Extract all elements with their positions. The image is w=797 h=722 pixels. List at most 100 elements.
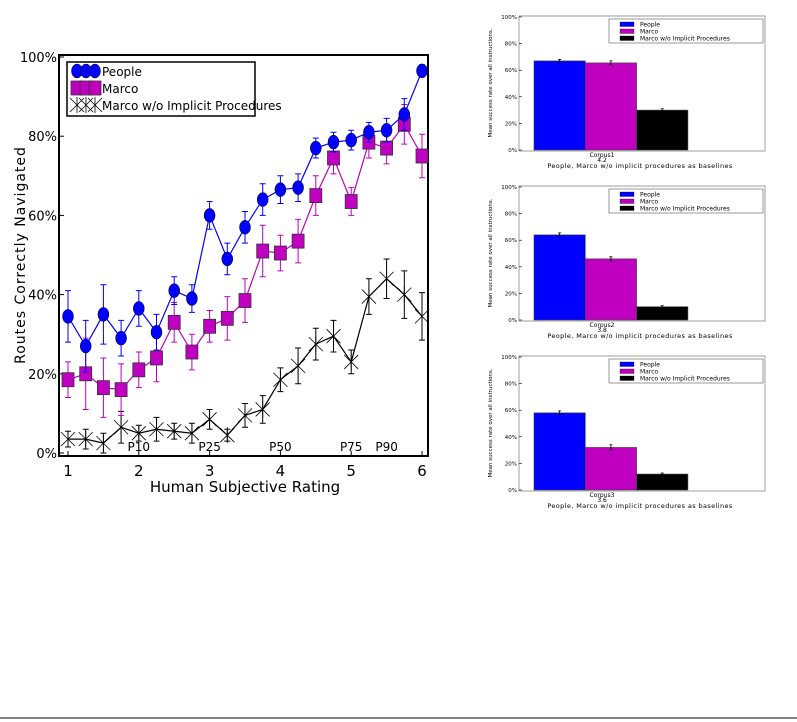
legend-box (608, 358, 764, 384)
percentile-annotation: P75 (340, 440, 363, 454)
data-point-square (380, 140, 394, 156)
data-point-square (309, 188, 323, 204)
series-marco-w-o-implicit-procedures (60, 258, 430, 454)
legend-label: People (640, 22, 660, 29)
data-point-square (167, 314, 181, 330)
legend-box (608, 188, 764, 214)
bar-marco-w-o-implicit-procedures (636, 109, 689, 151)
bar-people (533, 412, 586, 491)
y-tick-label: 80% (505, 382, 517, 388)
data-point-circle (115, 330, 127, 346)
legend-swatch (619, 198, 635, 204)
bar-people (533, 234, 586, 321)
data-point-x (273, 371, 288, 388)
data-point-x (255, 401, 270, 418)
data-point-circle (133, 301, 145, 316)
data-point-x (343, 353, 359, 370)
x-tick-label: 3 (205, 462, 215, 480)
bar-marco (584, 62, 637, 151)
data-point-x (361, 288, 377, 305)
data-point-circle (221, 251, 234, 267)
error-bar (660, 108, 664, 112)
legend-label: People (102, 65, 142, 79)
data-point-x (397, 286, 412, 303)
data-point-circle (256, 192, 269, 207)
error-bar (609, 256, 613, 262)
legend-label: Marco w/o Implicit Procedures (640, 206, 730, 213)
category-sublabel: 3.6 (597, 497, 607, 504)
legend-swatch (619, 375, 635, 381)
legend-swatch (619, 205, 635, 211)
data-point-square (273, 245, 287, 261)
y-tick-label: 60% (505, 238, 517, 244)
data-point-circle (398, 107, 411, 122)
y-tick-label: 40% (28, 289, 57, 304)
percentile-annotation: P50 (269, 440, 292, 454)
x-axis-label: People, Marco w/o implicit procedures as… (547, 332, 733, 340)
error-bar (558, 410, 562, 416)
data-point-square (185, 344, 199, 360)
legend-label: Marco w/o Implicit Procedures (102, 99, 282, 113)
x-axis-label: People, Marco w/o implicit procedures as… (547, 162, 733, 170)
y-tick-label: 40% (505, 265, 517, 271)
data-point-circle (363, 124, 375, 140)
data-point-circle (310, 140, 322, 156)
y-tick-label: 0% (508, 488, 517, 494)
data-point-circle (89, 63, 101, 79)
x-axis-label: People, Marco w/o implicit procedures as… (547, 502, 733, 510)
data-point-x (237, 407, 253, 424)
data-point-square (220, 310, 234, 326)
data-point-x (113, 419, 129, 436)
legend-label: Marco (640, 199, 658, 206)
y-axis-label: Mean success rate over all instructions. (488, 198, 494, 307)
line-chart: 0% 20% 40% 60% 80% 100% 1 2 3 4 5 6 Human Subjective… (13, 51, 430, 496)
y-tick-label: 100% (501, 15, 517, 21)
error-bar (660, 305, 664, 309)
bar-marco (584, 447, 637, 491)
y-tick-label: 100% (501, 355, 517, 361)
data-point-x (87, 97, 103, 113)
percentile-annotation: P10 (128, 440, 151, 454)
data-point-circle (168, 283, 180, 298)
y-tick-label: 80% (28, 130, 57, 145)
legend-label: People (640, 192, 660, 199)
error-bar (609, 444, 613, 451)
percentile-annotation: P25 (198, 440, 221, 454)
data-point-circle (186, 291, 198, 306)
data-point-circle (62, 309, 74, 324)
y-tick-label: 60% (28, 209, 57, 224)
legend-label: Marco (640, 369, 658, 376)
data-point-circle (239, 220, 251, 235)
x-tick-label: 5 (346, 462, 356, 480)
data-point-x (131, 425, 147, 442)
data-point-x (78, 431, 93, 448)
error-bar (660, 472, 664, 476)
x-axis-label: Human Subjective Rating (150, 478, 340, 496)
legend-box (608, 18, 764, 44)
y-tick-label: 60% (505, 68, 517, 74)
bar-marco-w-o-implicit-procedures (636, 473, 689, 491)
legend-label: Marco (102, 82, 138, 96)
legend-swatch (619, 28, 635, 34)
error-bar (609, 60, 613, 66)
y-tick-label: 20% (505, 291, 517, 297)
data-point-x (220, 427, 235, 444)
legend-label: Marco w/o Implicit Procedures (640, 36, 730, 43)
data-point-circle (345, 132, 357, 148)
data-point-square (415, 148, 429, 164)
data-point-x (60, 431, 76, 448)
data-point-square (256, 243, 270, 259)
y-tick-label: 100% (501, 185, 517, 191)
y-axis-label: Mean success rate over all instructions. (488, 28, 494, 137)
error-bar (558, 232, 562, 238)
plot-frame (58, 54, 429, 457)
data-point-circle (79, 338, 92, 354)
y-tick-label: 0% (508, 318, 517, 324)
legend-swatch (619, 361, 635, 367)
error-bar (558, 59, 562, 63)
y-tick-label: 60% (505, 408, 517, 414)
